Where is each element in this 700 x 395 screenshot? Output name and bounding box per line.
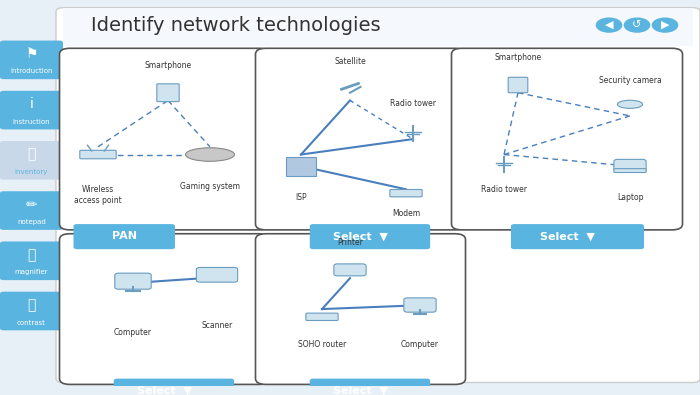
FancyBboxPatch shape <box>60 234 270 384</box>
Text: Wireless
access point: Wireless access point <box>74 185 122 205</box>
Text: contrast: contrast <box>17 320 46 325</box>
Text: Identify network technologies: Identify network technologies <box>91 16 381 35</box>
Text: 🔍: 🔍 <box>27 248 36 262</box>
FancyBboxPatch shape <box>80 150 116 159</box>
Text: ⚑: ⚑ <box>25 47 38 61</box>
Text: Printer: Printer <box>337 238 363 247</box>
FancyBboxPatch shape <box>113 379 234 395</box>
FancyBboxPatch shape <box>0 241 63 280</box>
Text: Select  ▼: Select ▼ <box>540 231 594 241</box>
Text: Scanner: Scanner <box>202 321 232 330</box>
Text: ↺: ↺ <box>632 20 642 30</box>
Text: Select  ▼: Select ▼ <box>333 386 388 395</box>
Text: notepad: notepad <box>17 219 46 225</box>
FancyBboxPatch shape <box>614 169 646 173</box>
FancyBboxPatch shape <box>0 141 63 180</box>
FancyBboxPatch shape <box>511 224 644 249</box>
FancyBboxPatch shape <box>115 273 151 289</box>
Circle shape <box>596 18 622 32</box>
Text: inventory: inventory <box>15 169 48 175</box>
FancyBboxPatch shape <box>309 224 430 249</box>
FancyBboxPatch shape <box>306 313 338 320</box>
Circle shape <box>652 18 678 32</box>
FancyBboxPatch shape <box>614 159 646 171</box>
FancyBboxPatch shape <box>0 41 63 79</box>
Text: Computer: Computer <box>401 340 439 349</box>
Text: ✏: ✏ <box>26 198 37 212</box>
Text: 👓: 👓 <box>27 298 36 312</box>
Text: Radio tower: Radio tower <box>390 99 436 108</box>
FancyBboxPatch shape <box>63 8 693 46</box>
Text: Security camera: Security camera <box>598 76 662 85</box>
Text: Laptop: Laptop <box>617 193 643 202</box>
FancyBboxPatch shape <box>60 48 270 230</box>
Text: Computer: Computer <box>114 328 152 337</box>
Text: Smartphone: Smartphone <box>494 53 542 62</box>
Text: instruction: instruction <box>13 119 50 125</box>
Text: Smartphone: Smartphone <box>144 60 192 70</box>
FancyBboxPatch shape <box>196 267 237 282</box>
Text: Satellite: Satellite <box>334 56 366 66</box>
Ellipse shape <box>617 100 643 108</box>
Text: ◀: ◀ <box>605 20 613 30</box>
Text: Radio tower: Radio tower <box>481 185 527 194</box>
FancyBboxPatch shape <box>256 48 466 230</box>
FancyBboxPatch shape <box>0 91 63 130</box>
FancyBboxPatch shape <box>404 298 436 312</box>
FancyBboxPatch shape <box>452 48 682 230</box>
Text: ISP: ISP <box>295 193 307 202</box>
FancyBboxPatch shape <box>157 84 179 102</box>
FancyBboxPatch shape <box>0 191 63 230</box>
Text: Gaming system: Gaming system <box>180 182 240 190</box>
FancyBboxPatch shape <box>0 292 63 330</box>
FancyBboxPatch shape <box>74 224 175 249</box>
Circle shape <box>624 18 650 32</box>
Text: PAN: PAN <box>112 231 136 241</box>
FancyBboxPatch shape <box>334 264 366 276</box>
Text: Modem: Modem <box>392 209 420 218</box>
FancyBboxPatch shape <box>508 77 528 93</box>
Text: i: i <box>29 97 34 111</box>
FancyBboxPatch shape <box>390 190 422 197</box>
Text: Select  ▼: Select ▼ <box>137 386 192 395</box>
Text: introduction: introduction <box>10 68 52 75</box>
FancyBboxPatch shape <box>256 234 466 384</box>
FancyBboxPatch shape <box>56 8 700 382</box>
Text: 🖥: 🖥 <box>27 148 36 162</box>
FancyBboxPatch shape <box>286 157 316 176</box>
Ellipse shape <box>186 148 234 161</box>
Text: Select  ▼: Select ▼ <box>333 231 388 241</box>
Text: SOHO router: SOHO router <box>298 340 346 349</box>
FancyBboxPatch shape <box>309 379 430 395</box>
Text: ▶: ▶ <box>661 20 669 30</box>
Text: magnifier: magnifier <box>15 269 48 275</box>
